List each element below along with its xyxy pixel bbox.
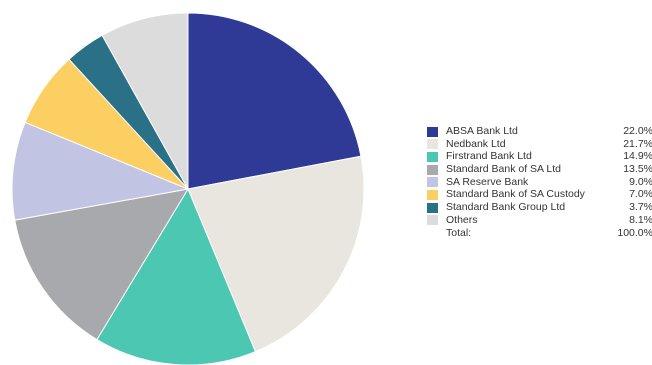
legend: ABSA Bank Ltd 22.0% Nedbank Ltd 21.7% Firstr… — [427, 125, 652, 239]
legend-item-6: Standard Bank Group Ltd 3.7% — [427, 201, 652, 214]
legend-label-3: Standard Bank of SA Ltd — [446, 163, 561, 176]
legend-item-7: Others 8.1% — [427, 214, 652, 227]
legend-label-6: Standard Bank Group Ltd — [446, 201, 566, 214]
legend-label-2: Firstrand Bank Ltd — [446, 150, 532, 163]
legend-item-5: Standard Bank of SA Custody 7.0% — [427, 188, 652, 201]
legend-item-2: Firstrand Bank Ltd 14.9% — [427, 150, 652, 163]
legend-label-0: ABSA Bank Ltd — [446, 125, 518, 137]
pie-slice-2 — [96, 187, 257, 365]
legend-label-7: Others — [446, 213, 478, 226]
legend-value-6: 3.7% — [629, 201, 652, 214]
pie-slice-0 — [187, 12, 362, 190]
legend-swatch-3 — [427, 164, 438, 175]
legend-swatch-6 — [427, 202, 438, 213]
pie-slice-3 — [14, 188, 190, 341]
legend-swatch-1 — [427, 139, 438, 150]
legend-value-2: 14.9% — [623, 150, 652, 163]
legend-value-5: 7.0% — [629, 188, 652, 201]
pie-slice-1 — [187, 155, 365, 353]
legend-swatch-5 — [427, 189, 438, 200]
legend-total-label: Total: — [446, 226, 472, 239]
legend-label-4: SA Reserve Bank — [446, 175, 529, 188]
legend-label-5: Standard Bank of SA Custody — [446, 188, 585, 201]
pie-chart — [11, 12, 365, 365]
legend-total-row: Total: 100.0% — [427, 227, 652, 240]
legend-value-0: 22.0% — [623, 125, 652, 137]
legend-swatch-2 — [427, 151, 438, 162]
legend-swatch-0 — [427, 126, 438, 137]
pie-slice-7 — [101, 12, 189, 191]
legend-item-1: Nedbank Ltd 21.7% — [427, 138, 652, 151]
legend-value-1: 21.7% — [623, 137, 652, 150]
legend-value-4: 9.0% — [629, 175, 652, 188]
legend-item-4: SA Reserve Bank 9.0% — [427, 176, 652, 189]
legend-swatch-4 — [427, 177, 438, 188]
legend-swatch-7 — [427, 215, 438, 226]
legend-value-3: 13.5% — [623, 163, 652, 176]
legend-value-7: 8.1% — [629, 213, 652, 226]
legend-total-value: 100.0% — [617, 226, 652, 239]
legend-item-0: ABSA Bank Ltd 22.0% — [427, 125, 652, 138]
pie-slice-4 — [11, 121, 190, 221]
legend-item-3: Standard Bank of SA Ltd 13.5% — [427, 163, 652, 176]
legend-label-1: Nedbank Ltd — [446, 137, 506, 150]
